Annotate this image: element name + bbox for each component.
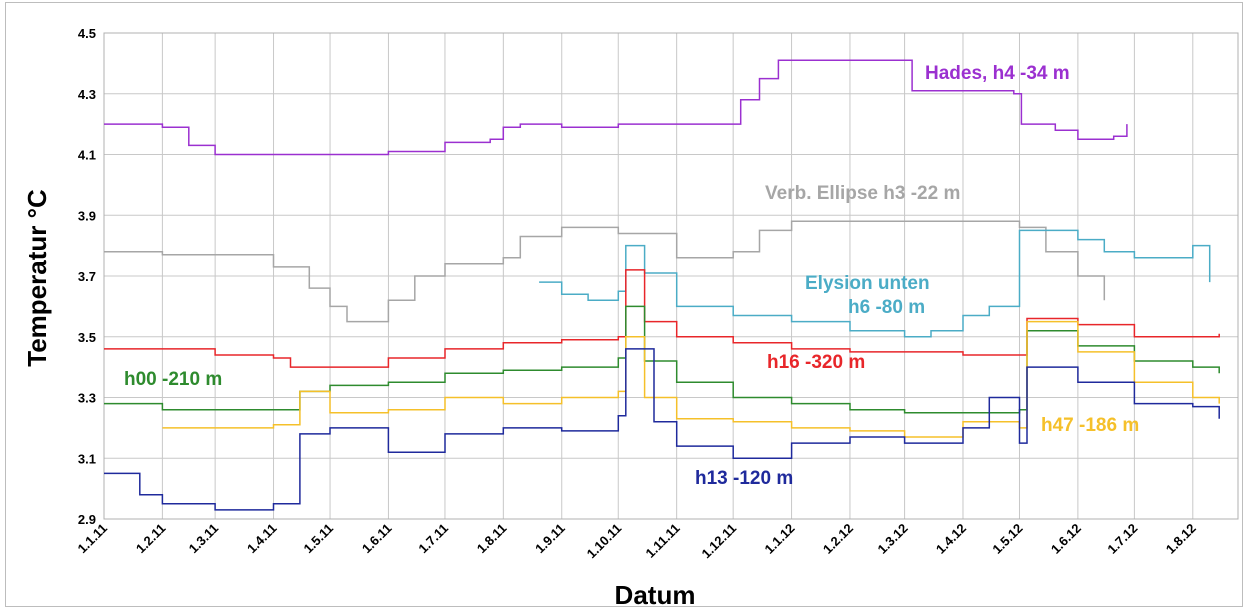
grid — [103, 32, 1239, 520]
x-tick-label: 1.11.11 — [643, 521, 683, 561]
series-line-5 — [162, 320, 1220, 438]
x-tick-label: 1.3.11 — [186, 521, 222, 557]
series-label-elysion: Elysion unten — [805, 273, 930, 294]
y-axis-title: Temperatur °C — [22, 189, 52, 367]
y-tick-label: 3.5 — [78, 330, 96, 345]
series-labels: Hades, h4 -34 m Verb. Ellipse h3 -22 m h… — [124, 63, 1139, 489]
series-label-h13: h13 -120 m — [695, 468, 793, 489]
x-tick-label: 1.12.11 — [699, 521, 740, 562]
series-label-hades: Hades, h4 -34 m — [925, 63, 1070, 84]
series-line-0 — [104, 59, 1128, 156]
x-tick-labels: 1.1.11 1.2.11 1.3.11 1.4.11 1.5.11 1.6.11 1.7.… — [74, 521, 1198, 562]
x-tick-label: 1.7.11 — [415, 521, 451, 557]
y-tick-label: 2.9 — [78, 512, 96, 527]
x-tick-label: 1.8.11 — [474, 521, 510, 557]
series-line-2 — [539, 229, 1211, 338]
series-lines — [104, 59, 1220, 511]
y-tick-label: 3.9 — [78, 208, 96, 223]
x-tick-label: 1.3.12 — [875, 521, 911, 557]
x-tick-label: 1.6.12 — [1048, 521, 1084, 557]
y-tick-labels: 2.9 3.1 3.3 3.5 3.7 3.9 4.1 4.3 4.5 — [78, 26, 96, 527]
y-tick-label: 4.5 — [78, 26, 96, 41]
y-tick-label: 4.1 — [78, 148, 96, 163]
x-tick-label: 1.7.12 — [1104, 521, 1140, 557]
series-line-4 — [104, 305, 1220, 414]
x-tick-label: 1.2.11 — [133, 521, 169, 557]
series-label-verb-ellipse: Verb. Ellipse h3 -22 m — [765, 183, 960, 204]
y-tick-label: 3.1 — [78, 451, 96, 466]
x-tick-label: 1.6.11 — [359, 521, 395, 557]
series-line-3 — [104, 269, 1220, 368]
series-line-1 — [104, 220, 1106, 323]
series-label-h00: h00 -210 m — [124, 369, 222, 390]
series-label-h47: h47 -186 m — [1041, 415, 1139, 436]
series-label-h16: h16 -320 m — [767, 352, 865, 373]
y-tick-label: 3.3 — [78, 391, 96, 406]
y-tick-label: 4.3 — [78, 87, 96, 102]
series-label-elysion-line2: h6 -80 m — [848, 297, 925, 318]
x-tick-label: 1.10.11 — [584, 521, 625, 562]
chart-frame — [5, 2, 1243, 607]
x-tick-label: 1.8.12 — [1163, 521, 1199, 557]
x-tick-label: 1.5.11 — [301, 521, 337, 557]
series-line-6 — [104, 348, 1220, 511]
x-tick-label: 1.1.12 — [762, 521, 798, 557]
y-tick-label: 3.7 — [78, 269, 96, 284]
x-tick-label: 1.4.11 — [244, 521, 280, 557]
x-axis-title: Datum — [615, 580, 696, 610]
x-tick-label: 1.2.12 — [820, 521, 856, 557]
x-tick-label: 1.4.12 — [933, 521, 969, 557]
x-tick-label: 1.9.11 — [532, 521, 568, 557]
x-tick-label: 1.5.12 — [989, 521, 1025, 557]
plot-area — [103, 32, 1239, 520]
